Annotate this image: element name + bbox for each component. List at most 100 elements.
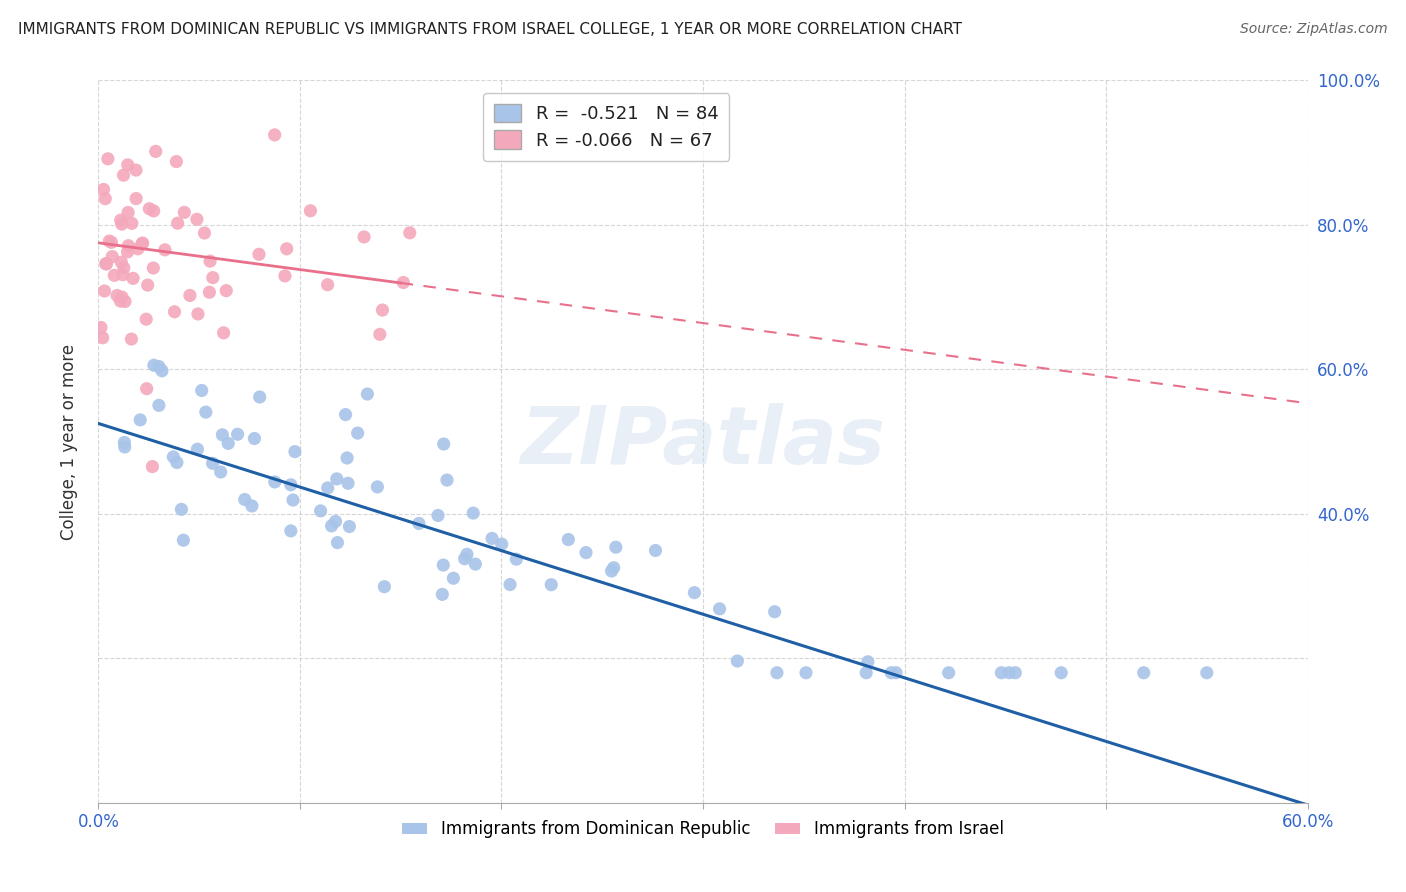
Point xyxy=(142,358,165,372)
Point xyxy=(198,254,221,268)
Point xyxy=(763,605,786,619)
Point xyxy=(226,427,249,442)
Point xyxy=(90,320,112,334)
Point xyxy=(600,564,623,578)
Point xyxy=(190,384,212,398)
Point xyxy=(110,213,132,227)
Point xyxy=(453,551,475,566)
Point xyxy=(186,212,208,227)
Point xyxy=(463,506,485,520)
Point xyxy=(129,413,152,427)
Point xyxy=(339,519,361,533)
Point xyxy=(98,234,121,248)
Point xyxy=(212,326,235,340)
Point xyxy=(709,602,731,616)
Point xyxy=(186,442,208,457)
Point xyxy=(353,230,375,244)
Point xyxy=(91,331,114,345)
Point xyxy=(335,408,357,422)
Legend: Immigrants from Dominican Republic, Immigrants from Israel: Immigrants from Dominican Republic, Immi… xyxy=(395,814,1011,845)
Point xyxy=(135,382,157,396)
Point xyxy=(240,499,263,513)
Point xyxy=(1132,665,1154,680)
Point xyxy=(998,665,1021,680)
Point xyxy=(131,236,153,251)
Point xyxy=(117,244,139,259)
Text: ZIPatlas: ZIPatlas xyxy=(520,402,886,481)
Point xyxy=(398,226,420,240)
Point xyxy=(644,543,666,558)
Point xyxy=(120,332,142,346)
Point xyxy=(1050,665,1073,680)
Point xyxy=(276,242,298,256)
Point xyxy=(368,327,391,342)
Point xyxy=(683,585,706,599)
Point xyxy=(540,577,562,591)
Point xyxy=(280,477,302,491)
Point xyxy=(138,202,160,216)
Point xyxy=(284,444,307,458)
Point xyxy=(127,242,149,256)
Point xyxy=(97,152,120,166)
Point xyxy=(96,257,118,271)
Point xyxy=(326,535,349,549)
Point xyxy=(441,571,464,585)
Point xyxy=(456,547,478,561)
Point xyxy=(217,436,239,450)
Point xyxy=(794,665,817,680)
Point xyxy=(280,524,302,538)
Point xyxy=(142,203,165,218)
Point xyxy=(309,504,332,518)
Point xyxy=(125,192,148,206)
Point xyxy=(263,128,285,142)
Point xyxy=(163,305,186,319)
Point xyxy=(880,665,903,680)
Point xyxy=(198,285,221,300)
Point xyxy=(136,278,159,293)
Point xyxy=(201,270,224,285)
Point xyxy=(766,665,789,680)
Point xyxy=(112,435,135,450)
Point xyxy=(179,288,201,302)
Point xyxy=(1004,665,1026,680)
Point xyxy=(209,465,232,479)
Point xyxy=(274,268,297,283)
Point xyxy=(366,480,388,494)
Point xyxy=(432,587,454,601)
Point xyxy=(112,260,135,275)
Point xyxy=(201,456,224,470)
Point xyxy=(142,260,165,275)
Point xyxy=(336,450,359,465)
Point xyxy=(299,203,322,218)
Point xyxy=(247,247,270,261)
Point xyxy=(117,238,139,252)
Point xyxy=(243,432,266,446)
Point xyxy=(93,182,115,196)
Point xyxy=(194,405,217,419)
Point xyxy=(122,271,145,285)
Point xyxy=(337,476,360,491)
Point xyxy=(145,145,167,159)
Text: IMMIGRANTS FROM DOMINICAN REPUBLIC VS IMMIGRANTS FROM ISRAEL COLLEGE, 1 YEAR OR : IMMIGRANTS FROM DOMINICAN REPUBLIC VS IM… xyxy=(18,22,962,37)
Point xyxy=(1195,665,1218,680)
Point xyxy=(153,243,176,257)
Point xyxy=(131,235,153,250)
Point xyxy=(165,154,187,169)
Point xyxy=(187,307,209,321)
Point xyxy=(117,158,139,172)
Point xyxy=(281,493,304,508)
Point xyxy=(464,557,486,571)
Point xyxy=(172,533,194,548)
Point xyxy=(111,268,134,282)
Point xyxy=(110,255,132,269)
Text: Source: ZipAtlas.com: Source: ZipAtlas.com xyxy=(1240,22,1388,37)
Point xyxy=(173,205,195,219)
Point xyxy=(135,312,157,326)
Point xyxy=(148,359,170,374)
Point xyxy=(856,655,879,669)
Point xyxy=(121,216,143,230)
Point xyxy=(215,284,238,298)
Point xyxy=(938,665,960,680)
Point xyxy=(125,163,148,178)
Point xyxy=(356,387,378,401)
